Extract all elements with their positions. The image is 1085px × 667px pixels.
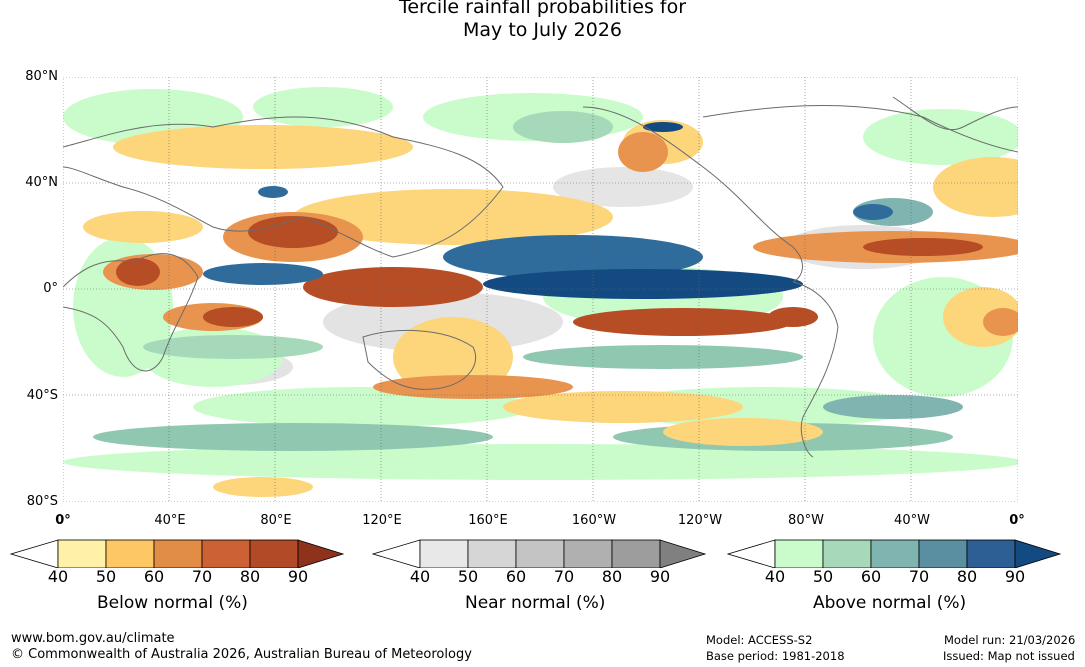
colorbar-above-tick: 80	[956, 567, 978, 586]
lon-label-120e: 120°E	[362, 513, 402, 528]
below-normal-strong-patches	[116, 216, 983, 336]
colorbar-lower-extension	[10, 539, 59, 568]
colorbar-lower-extension	[372, 539, 421, 568]
colorbar-lower-extension	[727, 539, 776, 568]
colorbar-swatch	[153, 539, 203, 568]
colorbar-below-tick: 50	[95, 567, 117, 586]
footer-base-period: Base period: 1981-2018	[706, 649, 845, 663]
rainfall-probability-map	[62, 76, 1053, 503]
map-title: Tercile rainfall probabilities for May t…	[0, 0, 1085, 42]
lon-label-160e: 160°E	[468, 513, 508, 528]
colorbar-below-tick: 60	[143, 567, 165, 586]
graticule	[63, 77, 1018, 502]
colorbar-below-swatches	[10, 539, 345, 568]
colorbar-above-tick: 70	[908, 567, 930, 586]
lon-label-0-left: 0°	[55, 513, 71, 528]
above-normal-mid-patches	[93, 111, 963, 451]
lat-label-equator: 0°	[43, 281, 58, 296]
colorbar-near-tick: 70	[553, 567, 575, 586]
footer-issued: Issued: Map not issued	[943, 649, 1075, 663]
colorbar-below-tick: 70	[191, 567, 213, 586]
colorbar-upper-extension	[1014, 539, 1062, 568]
colorbar-swatch	[966, 539, 1016, 568]
above-normal-strong-patches	[203, 122, 893, 299]
colorbar-below-tick: 80	[239, 567, 261, 586]
colorbar-swatch	[774, 539, 824, 568]
lon-label-80e: 80°E	[260, 513, 292, 528]
colorbar-swatch	[611, 539, 661, 568]
colorbar-swatch	[467, 539, 517, 568]
colorbar-upper-extension	[297, 539, 345, 568]
colorbar-above-tick: 40	[764, 567, 786, 586]
lon-label-80w: 80°W	[788, 513, 824, 528]
lon-label-160w: 160°W	[571, 513, 617, 528]
colorbar-near-tick: 90	[649, 567, 671, 586]
colorbar-swatch	[515, 539, 565, 568]
lat-label-40n: 40°N	[25, 175, 58, 190]
colorbar-near-tick: 40	[409, 567, 431, 586]
title-line-1: Tercile rainfall probabilities for	[398, 0, 687, 18]
colorbar-swatch	[105, 539, 155, 568]
map-canvas	[62, 76, 1053, 503]
colorbar-near-label: Near normal (%)	[465, 593, 606, 613]
lat-label-80n: 80°N	[25, 69, 58, 84]
colorbar-swatch	[201, 539, 251, 568]
colorbar-near-swatches	[372, 539, 707, 568]
colorbar-near-tick: 60	[505, 567, 527, 586]
colorbar-swatch	[822, 539, 872, 568]
colorbar-near-tick: 80	[601, 567, 623, 586]
colorbar-above-tick: 50	[812, 567, 834, 586]
footer-copyright: © Commonwealth of Australia 2026, Austra…	[11, 647, 472, 662]
colorbar-upper-extension	[659, 539, 707, 568]
colorbar-above-label: Above normal (%)	[813, 593, 967, 613]
colorbar-near-tick: 50	[457, 567, 479, 586]
colorbar-below-tick: 40	[47, 567, 69, 586]
colorbar-swatch	[419, 539, 469, 568]
colorbar-below-label: Below normal (%)	[97, 593, 248, 613]
coastlines	[62, 96, 1019, 458]
colorbar-above-swatches	[727, 539, 1062, 568]
colorbar-swatch	[918, 539, 968, 568]
colorbar-above-tick: 90	[1004, 567, 1026, 586]
colorbar-swatch	[563, 539, 613, 568]
colorbar-swatch	[870, 539, 920, 568]
colorbar-swatch	[57, 539, 107, 568]
lat-label-40s: 40°S	[26, 388, 58, 403]
footer-model: Model: ACCESS-S2	[706, 633, 813, 647]
colorbar-below-tick: 90	[287, 567, 309, 586]
footer-model-run: Model run: 21/03/2026	[944, 633, 1076, 647]
lon-label-0-right: 0°	[1009, 513, 1025, 528]
colorbar-above-tick: 60	[860, 567, 882, 586]
lon-label-120w: 120°W	[677, 513, 723, 528]
lon-label-40w: 40°W	[894, 513, 930, 528]
lon-label-40e: 40°E	[154, 513, 186, 528]
footer-website: www.bom.gov.au/climate	[11, 631, 175, 646]
lat-label-80s: 80°S	[26, 494, 58, 509]
title-line-2: May to July 2026	[463, 19, 622, 41]
colorbar-swatch	[249, 539, 299, 568]
